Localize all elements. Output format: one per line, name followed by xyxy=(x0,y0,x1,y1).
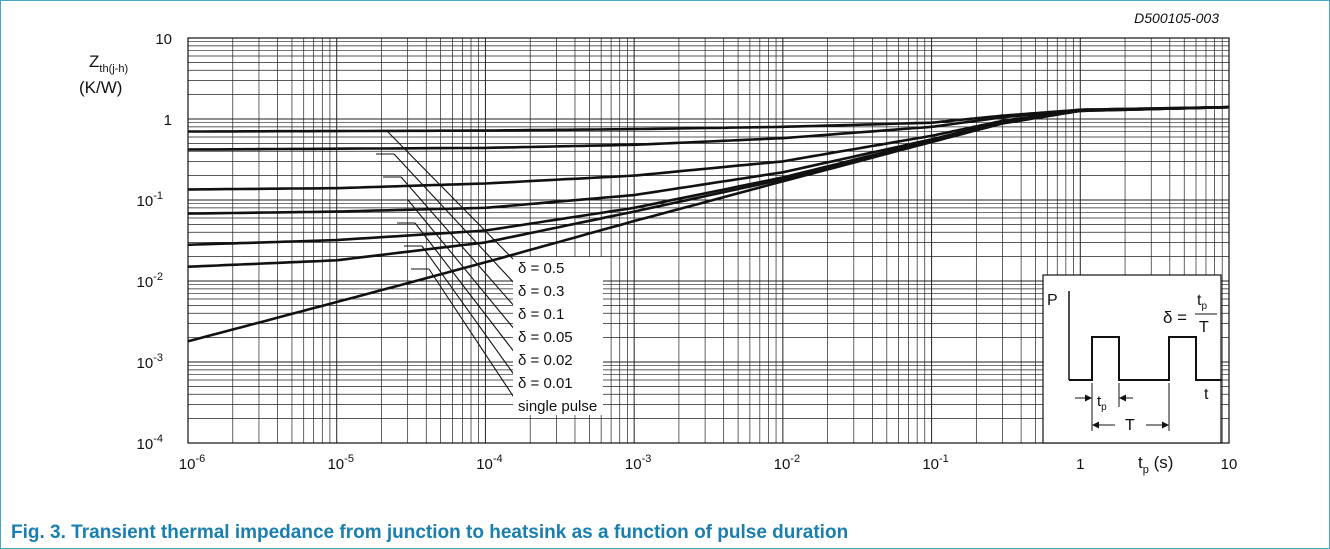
legend-leader xyxy=(421,245,516,377)
legend-label: δ = 0.01 xyxy=(518,375,573,392)
x-tick-label: 1 xyxy=(1076,456,1084,473)
duty-formula-numerator: tp xyxy=(1197,292,1207,312)
pulse-inset: P t tp T δ = tp T xyxy=(1042,274,1222,444)
figure-code: D500105-003 xyxy=(1134,10,1219,26)
y-tick-label: 10-1 xyxy=(137,190,163,210)
plot-border xyxy=(187,37,1230,444)
y-tick-label: 1 xyxy=(164,112,172,129)
x-tick-label: 10-6 xyxy=(179,453,205,473)
y-label-sub: th(j-h) xyxy=(99,63,128,75)
tick-labels: 10-6 10-5 10-4 10-3 10-2 10-1 1 10 10 1 10-1 10-2 10… xyxy=(137,31,1238,473)
legend-label: δ = 0.05 xyxy=(518,329,573,346)
legend-leaders xyxy=(369,130,516,400)
y-tick-label: 10-4 xyxy=(137,433,163,453)
x-tick-label: 10-2 xyxy=(774,453,800,473)
legend-background xyxy=(513,257,603,415)
x-label-unit: (s) xyxy=(1149,453,1174,472)
tp-arrowhead-right xyxy=(1119,394,1126,402)
x-tick-label: 10-5 xyxy=(327,453,353,473)
inset-pulse-train xyxy=(1069,336,1222,381)
duty-formula-lhs: δ = xyxy=(1163,308,1187,327)
legend-leader xyxy=(386,130,516,262)
y-axis-unit: (K/W) xyxy=(79,78,122,97)
x-tick-label: 10-1 xyxy=(922,453,948,473)
x-tick-label: 10-3 xyxy=(625,453,651,473)
legend-label: single pulse xyxy=(518,398,597,415)
formula-num-main: t xyxy=(1197,292,1202,309)
y-tick-label: 10-3 xyxy=(137,352,163,372)
inset-tp-sub: p xyxy=(1101,402,1107,413)
x-axis-label: tp (s) xyxy=(1138,453,1173,476)
legend-label: δ = 0.02 xyxy=(518,352,573,369)
legend-leader xyxy=(414,222,516,354)
series-lines xyxy=(187,105,1230,343)
legend-label: δ = 0.3 xyxy=(518,283,564,300)
series-line xyxy=(187,105,1230,215)
inset-border xyxy=(1042,274,1222,444)
series-line xyxy=(187,105,1230,343)
x-tick-label: 10-4 xyxy=(476,453,502,473)
y-tick-label: 10 xyxy=(155,31,172,48)
tp-arrowhead-left xyxy=(1085,394,1092,402)
legend-leader xyxy=(428,268,516,400)
duty-formula-denominator: T xyxy=(1199,319,1209,336)
thermal-impedance-chart: 10-6 10-5 10-4 10-3 10-2 10-1 1 10 10 1 10-1 10-2 10… xyxy=(79,10,1238,476)
legend-label: δ = 0.1 xyxy=(518,306,564,323)
legend-leader xyxy=(393,153,516,285)
figure-caption: Fig. 3. Transient thermal impedance from… xyxy=(11,522,849,543)
x-label-main: t xyxy=(1138,453,1143,472)
legend-label: δ = 0.5 xyxy=(518,260,564,277)
legend-leader xyxy=(400,176,516,308)
formula-num-sub: p xyxy=(1201,301,1207,312)
inset-period-label: T xyxy=(1125,417,1135,434)
inset-tp-label: tp xyxy=(1097,393,1107,413)
period-arrowhead-right xyxy=(1162,421,1169,429)
y-tick-label: 10-2 xyxy=(137,271,163,291)
y-label-main: Z xyxy=(89,52,99,71)
inset-tp-main: t xyxy=(1097,393,1102,410)
x-tick-label: 10 xyxy=(1221,456,1238,473)
period-arrowhead-left xyxy=(1092,421,1099,429)
inset-t-label: t xyxy=(1204,386,1209,403)
y-axis-label: Zth(j-h) xyxy=(89,52,128,75)
x-label-sub: p xyxy=(1143,464,1149,476)
inset-p-label: P xyxy=(1047,292,1058,309)
legend: δ = 0.5 δ = 0.3 δ = 0.1 δ = 0.05 δ = 0.02 δ =… xyxy=(518,260,597,415)
legend-leader xyxy=(407,199,516,331)
